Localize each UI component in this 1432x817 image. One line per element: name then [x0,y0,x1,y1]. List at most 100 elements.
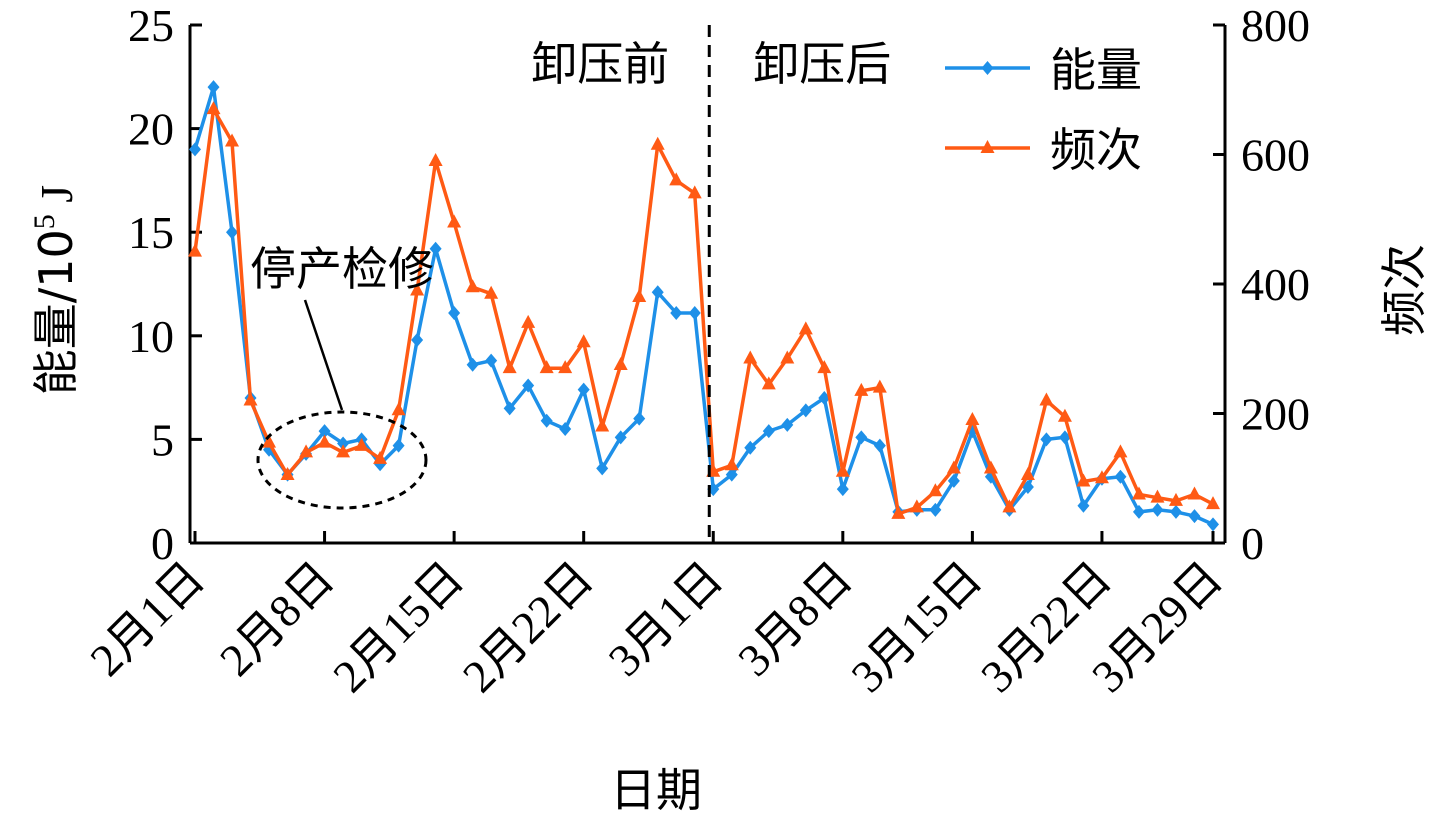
energy-point [318,424,331,439]
left-tick-label: 5 [151,414,174,465]
frequency-point [965,411,980,425]
energy-point [503,401,516,416]
frequency-point [1131,486,1146,500]
energy-point [781,417,794,432]
frequency-point [317,434,332,448]
x-axis-title: 日期 [610,763,702,817]
frequency-point [946,460,961,474]
frequency-point [428,152,443,166]
energy-point [762,424,775,439]
energy-point [651,285,664,300]
energy-point [466,357,479,372]
frequency-point [521,314,536,328]
right-tick-label: 800 [1241,0,1310,51]
energy-point [744,440,757,455]
axes: 051015202502004006008002月1日2月8日2月15日2月22… [28,0,1431,817]
energy-point [1132,504,1145,519]
energy-point [1040,432,1053,447]
left-axis-title-exponent: 5 [28,214,61,229]
frequency-point [1187,486,1202,500]
left-tick-label: 0 [151,518,174,569]
energy-point [633,411,646,426]
left-tick-label: 15 [128,207,174,258]
frequency-point [188,243,202,257]
annotation-maintenance: 停产检修 [250,242,434,296]
frequency-point [798,321,813,335]
frequency-point [391,402,406,416]
frequency-point [558,360,573,374]
frequency-point [465,279,480,293]
energy-point [207,80,220,95]
energy-point [337,436,350,451]
frequency-point [410,282,425,296]
frequency-point [1094,470,1109,484]
frequency-point [817,360,832,374]
frequency-point [761,376,776,390]
left-tick-label: 20 [128,104,174,155]
frequency-point [280,467,295,481]
frequency-point [1206,496,1220,510]
frequency-point [576,334,591,348]
energy-point [411,332,424,347]
energy-point [1058,430,1071,445]
energy-point [429,241,442,256]
frequency-point [1039,392,1054,406]
right-axis-title: 频次 [1377,244,1431,336]
annotation-after: 卸压后 [753,37,891,91]
energy-point [929,502,942,517]
energy-point [1114,469,1127,484]
frequency-point [835,463,850,477]
energy-point [485,353,498,368]
energy-point [670,306,683,321]
frequency-point [484,285,499,299]
maintenance-leader-line [303,299,344,411]
frequency-point [983,460,998,474]
frequency-point [373,450,388,464]
frequency-point [225,133,240,147]
frequency-point [872,379,887,393]
energy-point [1151,502,1164,517]
energy-point [392,438,405,453]
frequency-point [595,418,610,432]
frequency-point [243,392,258,406]
frequency-point [891,505,906,519]
energy-point [688,306,701,321]
right-tick-label: 400 [1241,259,1310,310]
x-tick-label: 2月22日 [453,552,603,702]
frequency-point [262,434,277,448]
legend-frequency-label: 频次 [1050,123,1142,177]
frequency-point [613,356,628,370]
energy-point [947,473,960,488]
frequency-point [1002,499,1017,513]
frequency-point [539,360,554,374]
frequency-point [854,382,869,396]
frequency-point [1113,444,1128,458]
frequency-point [909,499,924,513]
maintenance-ellipse [256,410,428,510]
energy-point [559,422,572,437]
legend-frequency-marker [980,140,995,153]
energy-point [1207,517,1219,532]
frequency-point [354,437,369,451]
frequency-point [928,483,943,497]
left-tick-label: 10 [128,311,174,362]
legend-energy-marker [981,61,994,75]
annotation-before: 卸压前 [531,37,669,91]
right-tick-label: 200 [1241,389,1310,440]
frequency-point [447,214,462,228]
frequency-point [299,444,314,458]
energy-point [189,142,201,157]
energy-point [1021,480,1034,495]
frequency-point [1168,492,1183,506]
left-axis-title-unit: J [31,185,82,214]
series-layer [188,80,1220,532]
left-tick-label: 25 [128,0,174,51]
frequency-point [687,185,702,199]
frequency-point [632,288,647,302]
x-tick-label: 2月1日 [80,552,214,686]
energy-point [448,306,461,321]
right-tick-label: 600 [1241,130,1310,181]
